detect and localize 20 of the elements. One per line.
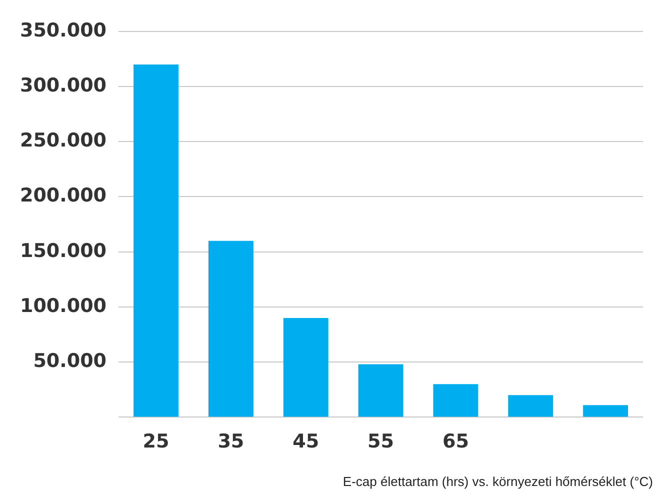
y-tick-label: 200.000 [20, 184, 107, 207]
x-tick-label: 35 [218, 430, 244, 453]
bar [583, 405, 628, 417]
x-tick-label: 65 [442, 430, 469, 453]
bar [208, 240, 254, 417]
x-tick-label: 25 [142, 430, 170, 453]
x-tick-label: 55 [368, 430, 394, 453]
y-tick-label: 250.000 [20, 130, 107, 152]
y-tick-label: 50.000 [33, 350, 107, 372]
y-tick-label: 350.000 [20, 19, 107, 42]
bar [433, 384, 478, 417]
y-tick-label: 150.000 [20, 240, 107, 262]
y-tick-label: 300.000 [20, 74, 107, 96]
x-tick-label: 45 [292, 430, 320, 453]
text: E-cap élettartam (hrs) vs. környezeti hőmérséklet (°C) [342, 474, 653, 489]
bar [508, 395, 554, 417]
bar [358, 364, 404, 417]
bar [134, 64, 178, 417]
y-tick-label: 100.000 [20, 294, 107, 317]
bar [283, 318, 328, 417]
